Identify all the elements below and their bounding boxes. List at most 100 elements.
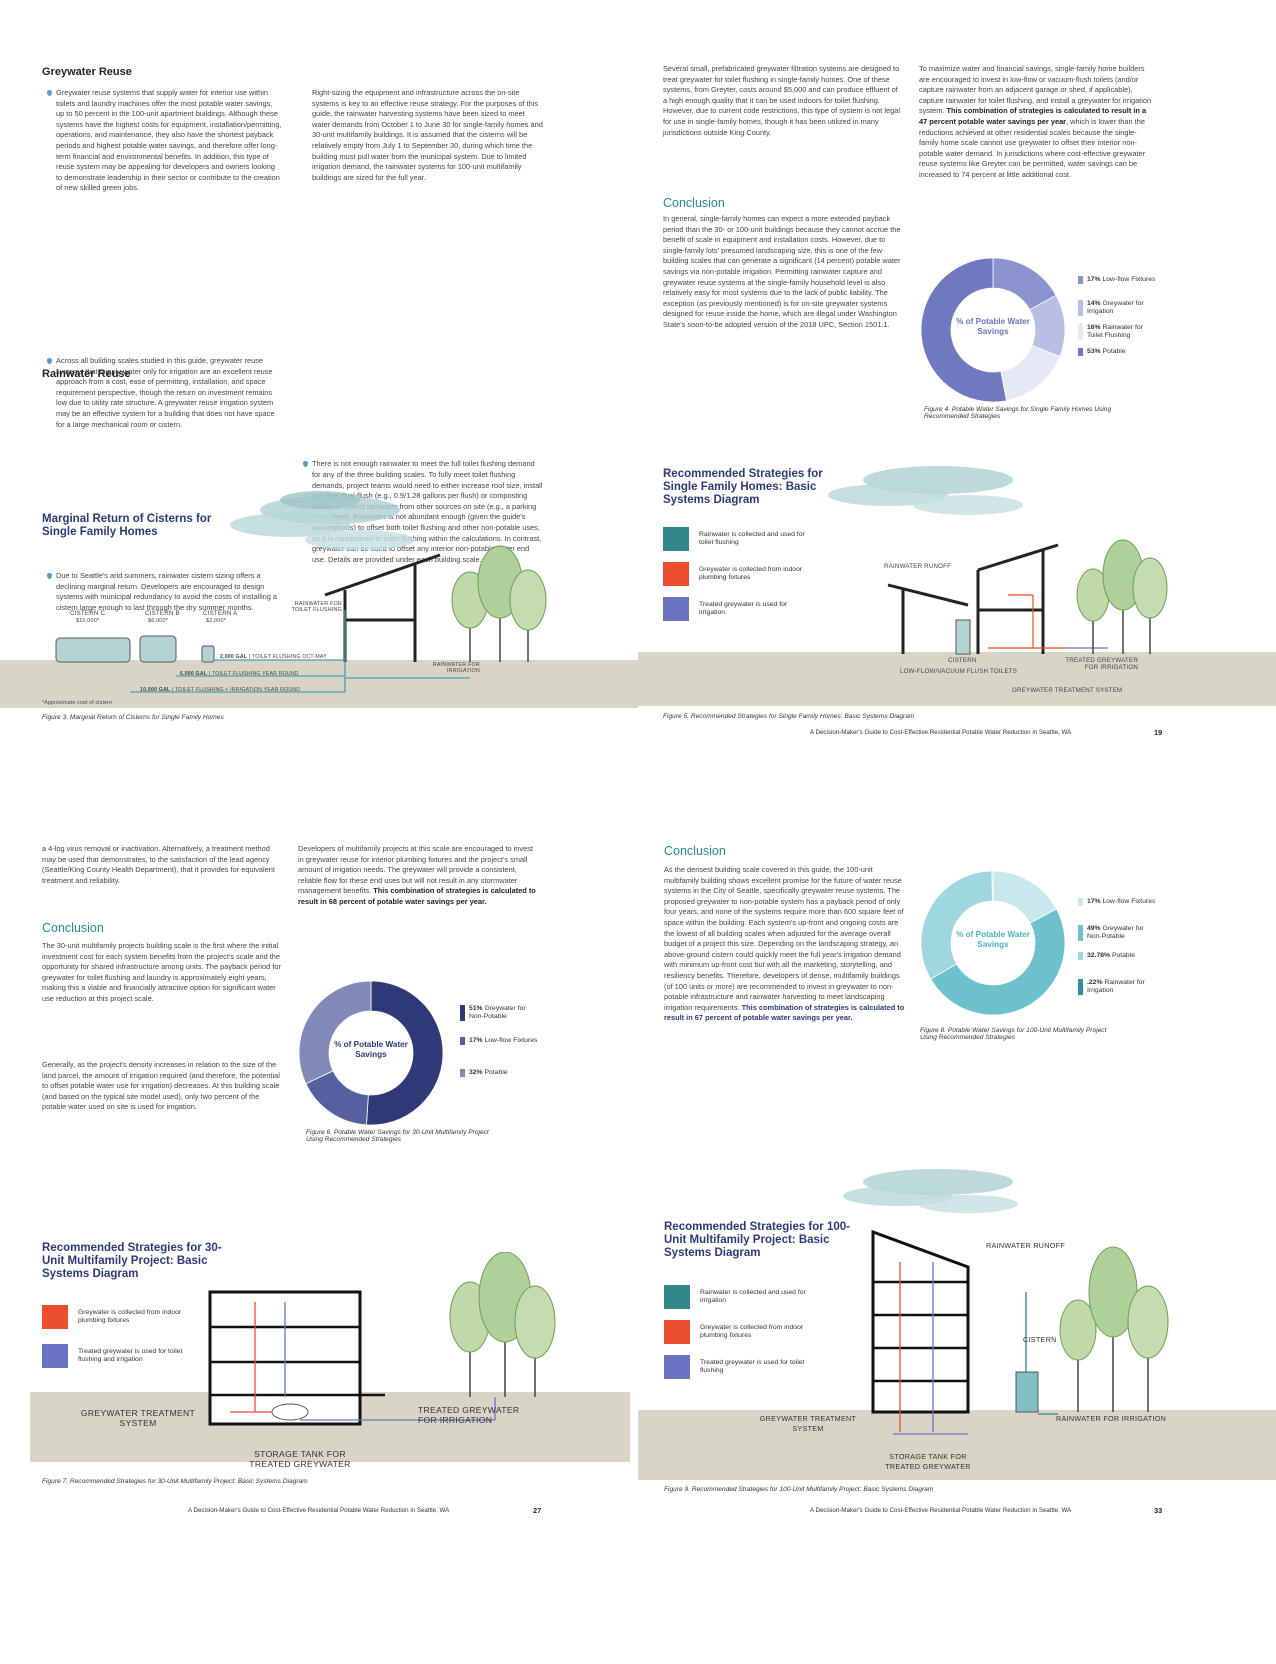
label-treatment-system: GREYWATER TREATMENT SYSTEM: [80, 1408, 196, 1428]
conclusion-paragraph: As the densest building scale covered in…: [664, 865, 905, 1023]
figure-6-caption: Figure 6. Potable Water Savings for 30-U…: [306, 1129, 489, 1143]
label-cistern-b: CISTERN B: [145, 610, 180, 617]
label-cistern: CISTERN: [1023, 1335, 1057, 1344]
legend-treated: Treated greywater is used for toilet flu…: [664, 1355, 810, 1379]
legend-greywater: Greywater is collected from indoor plumb…: [664, 1320, 810, 1344]
conclusion-heading: Conclusion: [663, 196, 725, 210]
heading-greywater-reuse: Greywater Reuse: [42, 66, 132, 78]
legend-swatch-orange: [663, 562, 689, 586]
legend-item: 53% Potable: [1078, 348, 1158, 356]
legend-value: 17%: [1087, 276, 1103, 283]
trees: [1076, 539, 1168, 654]
greywater-pipes: [988, 594, 1068, 649]
multifamily-30-diagram: [30, 1252, 630, 1462]
legend-item: 16% Rainwater for Toilet Flushing: [1078, 324, 1158, 340]
intro-paragraph: a 4-log virus removal or inactivation. A…: [42, 844, 275, 885]
legend-value: 16%: [1087, 324, 1103, 331]
conclusion-paragraph-1: The 30-unit multifamily projects buildin…: [42, 941, 281, 1003]
legend-label: Rainwater for Toilet Flushing: [1087, 324, 1143, 339]
label-treated-irrigation: TREATED GREYWATER FOR IRRIGATION: [418, 1405, 520, 1425]
diagram-title: Recommended Strategies for Single Family…: [663, 468, 823, 506]
label-rain-toilet: RAINWATER FOR TOILET FLUSHING: [291, 601, 342, 613]
donut-slice: [991, 870, 994, 902]
donut-chart-fig8: [920, 870, 1066, 1016]
figure-4-caption: Figure 4. Potable Water Savings for Sing…: [924, 406, 1112, 420]
cistern-diagram: [0, 491, 638, 708]
page-number: 19: [1154, 728, 1163, 737]
legend-value: 32%: [469, 1069, 485, 1076]
single-family-diagram: [638, 466, 1276, 706]
legend-label: Low-flow Fixtures: [1102, 898, 1156, 905]
legend-item: 32% Potable: [460, 1069, 540, 1077]
donut-center-label: % of Potable Water Savings: [334, 1040, 408, 1059]
donut-chart-fig4: [920, 257, 1066, 403]
maximize-paragraph: To maximize water and financial savings,…: [919, 64, 1152, 179]
label-storage-tank: STORAGE TANK FOR TREATED GREYWATER: [885, 1452, 971, 1471]
diagram-title: Recommended Strategies for 100-Unit Mult…: [664, 1221, 850, 1259]
legend-value: .22%: [1087, 979, 1105, 986]
cistern: [955, 619, 971, 655]
donut-slice: [930, 908, 1066, 1016]
cistern: [1015, 1371, 1039, 1413]
bullet-greywater-irrigation: Across all building scales studied in th…: [46, 356, 282, 430]
donut-chart-fig6: [298, 980, 444, 1126]
legend-swatch-purple: [42, 1344, 68, 1368]
legend-swatch-teal: [664, 1285, 690, 1309]
footer: A Decision-Maker's Guide to Cost-Effecti…: [188, 1507, 450, 1514]
label-treated: TREATED GREYWATER FOR IRRIGATION: [1065, 657, 1138, 671]
figure-5-caption: Figure 5. Recommended Strategies for Sin…: [663, 713, 915, 720]
flow-lines: [130, 610, 470, 693]
page-27: a 4-log virus removal or inactivation. A…: [0, 832, 638, 1664]
donut-slice: [1000, 344, 1061, 402]
legend-value: 14%: [1087, 300, 1103, 307]
bullet-rainwater: Due to Seattle's arid summers, rainwater…: [46, 571, 282, 613]
legend-label: Greywater for Non-Potable: [1087, 925, 1144, 940]
trees: [451, 545, 547, 662]
conclusion-heading: Conclusion: [42, 921, 104, 935]
house-frame: [887, 543, 1059, 654]
building-frame: [871, 1229, 970, 1414]
ground: [638, 1410, 1276, 1480]
legend-label: Greywater for Non-Potable: [469, 1005, 526, 1020]
legend-label: Greywater for Irrigation: [1087, 300, 1144, 315]
floors: [873, 1280, 968, 1383]
label-runoff: RAINWATER RUNOFF: [884, 563, 952, 570]
label-storage-tank: STORAGE TANK FOR TREATED GREYWATER: [249, 1449, 351, 1469]
donut-slice: [920, 257, 1007, 403]
legend-item: .22% Rainwater for Irrigation: [1078, 979, 1158, 995]
greyter-paragraph: Several small, prefabricated greywater f…: [663, 64, 901, 137]
legend-treated: Treated greywater is used for toilet flu…: [42, 1344, 198, 1368]
donut-slice: [366, 980, 444, 1126]
rainwater-pipes: [1025, 1292, 1058, 1415]
legend-swatch-purple: [663, 597, 689, 621]
figure-9-caption: Figure 9. Recommended Strategies for 100…: [664, 1486, 934, 1493]
legend-item: 17% Low-flow Fixtures: [1078, 276, 1158, 284]
legend-treated: Treated greywater is used for irrigation: [663, 597, 809, 621]
legend-swatch-orange: [42, 1305, 68, 1329]
legend-item: 32.78% Potable: [1078, 952, 1158, 960]
page-number: 27: [533, 1506, 542, 1515]
legend-item: 17% Low-flow Fixtures: [1078, 898, 1158, 906]
label-cistern-a-cost: $2,000*: [206, 618, 226, 624]
legend-label: Potable: [484, 1069, 508, 1076]
legend-greywater: Greywater is collected from indoor plumb…: [663, 562, 809, 586]
label-treatment-system: GREYWATER TREATMENT SYSTEM: [1012, 687, 1123, 694]
page-18: Greywater Reuse Greywater reuse systems …: [0, 0, 638, 832]
right-sizing-paragraph: Right-sizing the equipment and infrastru…: [312, 88, 543, 182]
legend-value: 51%: [469, 1005, 485, 1012]
legend-label: Low-flow Fixtures: [1102, 276, 1156, 283]
diagram-title: Marginal Return of Cisterns for Single F…: [42, 513, 212, 538]
legend-rainwater: Rainwater is collected and used for toil…: [663, 527, 809, 551]
treated-pipes: [284, 1302, 496, 1421]
conclusion-paragraph-2: Generally, as the project's density incr…: [42, 1060, 280, 1112]
label-cistern-c: CISTERN C: [70, 610, 106, 617]
developers-paragraph: Developers of multifamily projects at th…: [298, 844, 536, 906]
trees: [449, 1252, 556, 1397]
flow-1: 2,000 GAL | TOILET FLUSHING OCT-MAY: [220, 654, 327, 660]
legend-label: Low-flow Fixtures: [484, 1037, 538, 1044]
donut-center-label: % of Potable Water Savings: [956, 317, 1030, 336]
figure-3-caption: Figure 3. Marginal Return of Cisterns fo…: [42, 714, 224, 721]
figure-7-caption: Figure 7. Recommended Strategies for 30-…: [42, 1478, 308, 1485]
legend-swatch-orange: [664, 1320, 690, 1344]
trees: [1059, 1246, 1169, 1412]
